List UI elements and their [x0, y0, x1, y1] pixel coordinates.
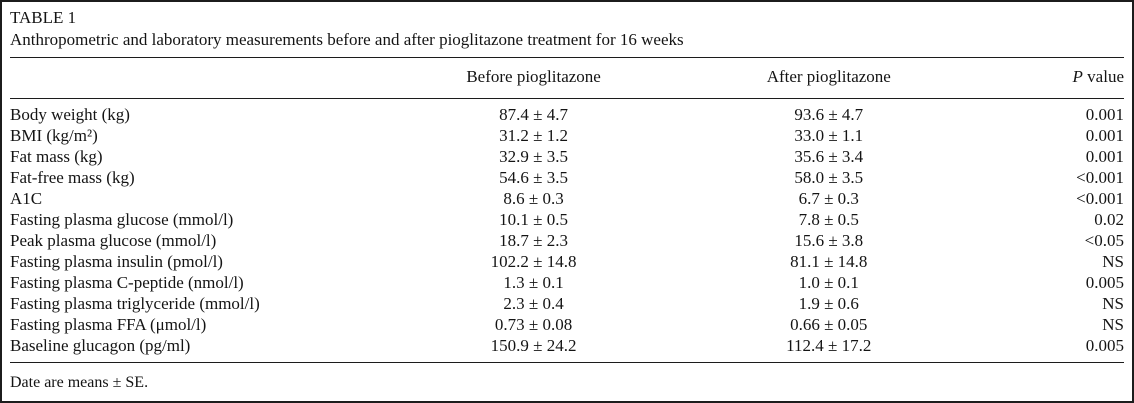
row-label: Fasting plasma FFA (μmol/l): [10, 315, 207, 334]
value-before: 31.2 ± 1.2: [499, 126, 568, 145]
value-before: 1.3 ± 0.1: [503, 273, 564, 292]
value-before: 54.6 ± 3.5: [499, 168, 568, 187]
value-after: 15.6 ± 3.8: [794, 231, 864, 250]
row-label: Fasting plasma C-peptide (nmol/l): [10, 273, 244, 292]
value-before: 18.7 ± 2.3: [499, 231, 568, 250]
table-label: TABLE 1: [10, 8, 77, 27]
row-label: Peak plasma glucose (mmol/l): [10, 231, 217, 250]
value-before: 150.9 ± 24.2: [388, 335, 679, 363]
p-value: 0.001: [1085, 126, 1124, 145]
value-after: 35.6 ± 3.4: [794, 147, 864, 166]
table-row: Fasting plasma triglyceride (mmol/l) 2.3…: [10, 293, 1124, 314]
p-value: NS: [1102, 294, 1124, 313]
p-value: NS: [1102, 315, 1124, 334]
p-value: 0.005: [979, 335, 1124, 363]
value-after: 0.66 ± 0.05: [790, 315, 868, 334]
value-after: 81.1 ± 14.8: [790, 252, 868, 271]
value-after: 1.0 ± 0.1: [798, 273, 859, 292]
table-caption: Anthropometric and laboratory measuremen…: [10, 30, 684, 49]
table-row: Body weight (kg) 87.4 ± 4.7 93.6 ± 4.7 0…: [10, 99, 1124, 126]
p-value: 0.001: [1085, 105, 1124, 124]
table-row: Peak plasma glucose (mmol/l) 18.7 ± 2.3 …: [10, 230, 1124, 251]
table-row: BMI (kg/m²) 31.2 ± 1.2 33.0 ± 1.1 0.001: [10, 125, 1124, 146]
p-value: <0.05: [1084, 231, 1124, 250]
row-label: Fat mass (kg): [10, 147, 103, 166]
p-value: NS: [1102, 252, 1124, 271]
measurements-table: Before pioglitazone After pioglitazone P…: [10, 57, 1124, 363]
table-body: Body weight (kg) 87.4 ± 4.7 93.6 ± 4.7 0…: [10, 99, 1124, 363]
table-row: Fat mass (kg) 32.9 ± 3.5 35.6 ± 3.4 0.00…: [10, 146, 1124, 167]
value-before: 2.3 ± 0.4: [503, 294, 564, 313]
column-header-measure: [10, 57, 389, 99]
row-label: Baseline glucagon (pg/ml): [10, 335, 389, 363]
table-row: Fasting plasma FFA (μmol/l) 0.73 ± 0.08 …: [10, 314, 1124, 335]
p-value: <0.001: [1076, 189, 1124, 208]
value-after: 7.8 ± 0.5: [798, 210, 859, 229]
value-before: 8.6 ± 0.3: [503, 189, 564, 208]
p-value: 0.02: [1094, 210, 1124, 229]
table-row: Baseline glucagon (pg/ml) 150.9 ± 24.2 1…: [10, 335, 1124, 363]
value-after: 6.7 ± 0.3: [798, 189, 859, 208]
column-header-after: After pioglitazone: [678, 57, 980, 99]
row-label: A1C: [10, 189, 43, 208]
row-label: BMI (kg/m²): [10, 126, 98, 145]
value-after: 33.0 ± 1.1: [794, 126, 864, 145]
row-label: Fasting plasma triglyceride (mmol/l): [10, 294, 260, 313]
value-after: 93.6 ± 4.7: [794, 105, 864, 124]
p-value: <0.001: [1076, 168, 1124, 187]
table-row: Fasting plasma glucose (mmol/l) 10.1 ± 0…: [10, 209, 1124, 230]
header-row: Before pioglitazone After pioglitazone P…: [10, 57, 1124, 99]
value-before: 87.4 ± 4.7: [499, 105, 568, 124]
row-label: Fasting plasma glucose (mmol/l): [10, 210, 234, 229]
p-value: 0.001: [1085, 147, 1124, 166]
value-before: 10.1 ± 0.5: [499, 210, 568, 229]
table-row: Fasting plasma C-peptide (nmol/l) 1.3 ± …: [10, 272, 1124, 293]
column-header-before: Before pioglitazone: [388, 57, 679, 99]
value-before: 32.9 ± 3.5: [499, 147, 568, 166]
table-header: Before pioglitazone After pioglitazone P…: [10, 57, 1124, 99]
row-label: Fat-free mass (kg): [10, 168, 135, 187]
value-after: 1.9 ± 0.6: [798, 294, 859, 313]
value-before: 0.73 ± 0.08: [494, 315, 573, 334]
table-row: Fat-free mass (kg) 54.6 ± 3.5 58.0 ± 3.5…: [10, 167, 1124, 188]
column-header-pvalue: P value: [979, 57, 1124, 99]
value-before: 102.2 ± 14.8: [490, 252, 577, 271]
table-row: Fasting plasma insulin (pmol/l) 102.2 ± …: [10, 251, 1124, 272]
value-after: 112.4 ± 17.2: [678, 335, 980, 363]
p-value: 0.005: [1085, 273, 1124, 292]
table-row: A1C 8.6 ± 0.3 6.7 ± 0.3 <0.001: [10, 188, 1124, 209]
value-after: 58.0 ± 3.5: [794, 168, 864, 187]
pvalue-rest: value: [1082, 67, 1124, 86]
row-label: Fasting plasma insulin (pmol/l): [10, 252, 223, 271]
row-label: Body weight (kg): [10, 105, 130, 124]
pvalue-italic-p: P: [1072, 67, 1083, 86]
table-footnote: Date are means ± SE.: [10, 374, 149, 391]
